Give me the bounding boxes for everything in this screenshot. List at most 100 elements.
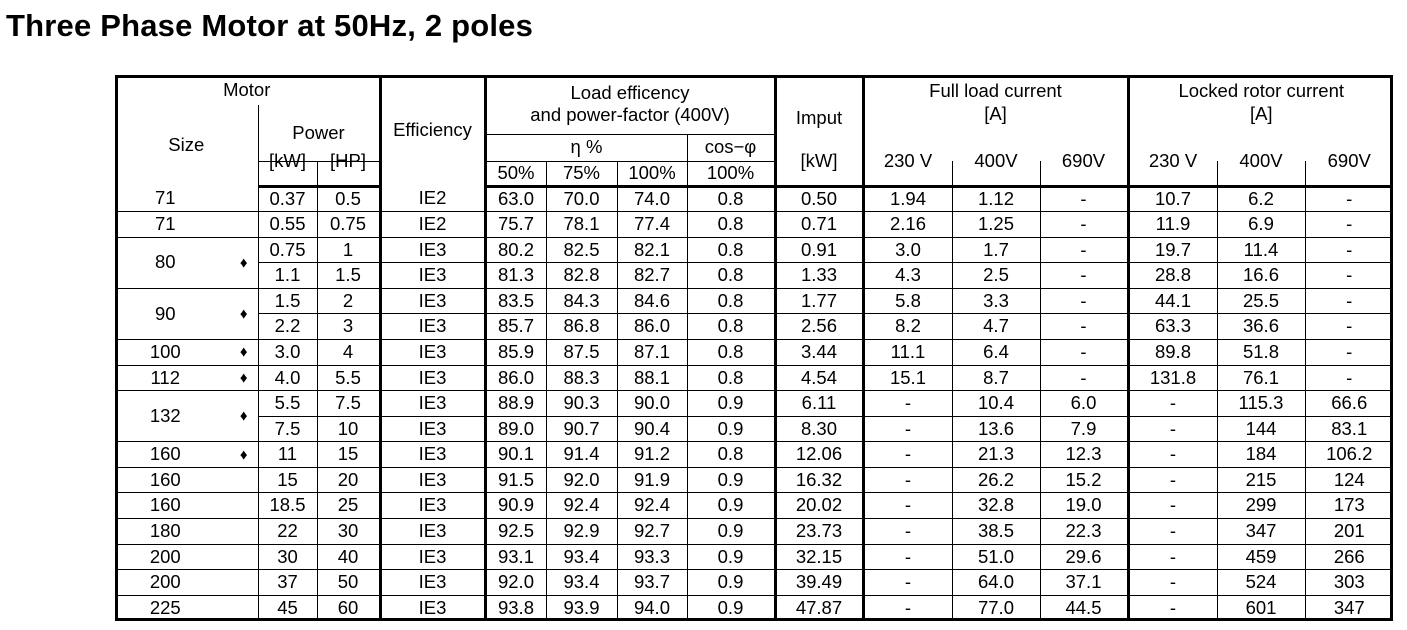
cos-phi-100-cell: 0.8	[687, 186, 777, 213]
diamond-marker-icon: ♦	[239, 446, 248, 464]
lrc-400-cell: 524	[1217, 569, 1306, 596]
locked-rotor-current-header: Locked rotor current [A]	[1128, 75, 1393, 161]
eta-75-cell: 82.8	[546, 262, 618, 289]
lrc-400-cell: 459	[1217, 544, 1306, 571]
efficiency-class-cell: IE3	[380, 544, 487, 571]
cos-phi-100-cell: 0.8	[687, 339, 777, 366]
lrc-400-cell: 76.1	[1217, 365, 1306, 392]
diamond-marker-icon: ♦	[239, 369, 248, 387]
eta-75-cell: 78.1	[546, 211, 618, 238]
lrc-230-cell: -	[1128, 518, 1218, 545]
table-row: 1.1 1.5 IE3 81.3 82.8 82.7 0.8 1.33 4.3 2.5-28.8 1…	[115, 262, 1393, 289]
flc-230-header: 230 V	[863, 149, 953, 176]
cos-phi-100-cell: 0.9	[687, 492, 777, 520]
efficiency-class-cell: IE3	[380, 492, 487, 520]
eta-50-cell: 63.0	[485, 186, 547, 213]
size-cell: 80 ♦	[115, 237, 259, 289]
cos-100-header: 100%	[687, 160, 777, 188]
efficiency-class-cell: IE3	[380, 467, 487, 494]
lrc-400-cell: 51.8	[1217, 339, 1306, 366]
flc-400-cell: 1.12	[952, 186, 1041, 213]
efficiency-class-cell: IE3	[380, 441, 487, 468]
power-kw-cell: 1.5	[258, 288, 318, 315]
lrc-690-cell: -	[1305, 262, 1393, 289]
eta-50-cell: 81.3	[485, 262, 547, 289]
lrc-690-cell: 303	[1305, 569, 1393, 596]
lrc-690-cell: -	[1305, 186, 1393, 213]
eta-75-cell: 93.9	[546, 595, 618, 621]
power-hp-cell: 50	[317, 569, 382, 596]
flc-230-cell: 11.1	[863, 339, 953, 366]
flc-690-cell: -	[1040, 262, 1130, 289]
flc-230-cell: 4.3	[863, 262, 953, 289]
power-hp-cell: 25	[317, 492, 382, 520]
lrc-230-header: 230 V	[1128, 149, 1218, 176]
flc-230-cell: -	[863, 416, 953, 443]
lrc-230-cell: 44.1	[1128, 288, 1218, 315]
eta-50-cell: 86.0	[485, 365, 547, 392]
imput-kw-cell: 12.06	[775, 441, 865, 468]
cos-phi-100-cell: 0.8	[687, 288, 777, 315]
flc-230-cell: -	[863, 441, 953, 468]
flc-690-cell: 29.6	[1040, 544, 1130, 571]
lrc-400-cell: 36.6	[1217, 313, 1306, 340]
power-kw-cell: 0.55	[258, 211, 318, 238]
flc-690-cell: 37.1	[1040, 569, 1130, 596]
power-hp-cell: 4	[317, 339, 382, 366]
eta-50-cell: 92.5	[485, 518, 547, 545]
eta-100-cell: 77.4	[617, 211, 688, 238]
diamond-marker-icon: ♦	[239, 407, 248, 425]
flc-400-cell: 64.0	[952, 569, 1041, 596]
flc-400-cell: 2.5	[952, 262, 1041, 289]
table-row: 132 ♦ 5.5 7.5 IE3 88.9 90.3 90.0 0.9 6.11-10.4 6.0…	[115, 390, 1393, 443]
lrc-690-header: 690V	[1305, 149, 1393, 176]
lrc-690-cell: 124	[1305, 467, 1393, 494]
lrc-400-cell: 347	[1217, 518, 1306, 545]
flc-690-cell: 7.9	[1040, 416, 1130, 443]
imput-kw-cell: 8.30	[775, 416, 865, 443]
eta-100-cell: 82.1	[617, 237, 688, 264]
power-kw-cell: 1.1	[258, 262, 318, 289]
flc-400-cell: 21.3	[952, 441, 1041, 468]
flc-690-header: 690V	[1040, 149, 1130, 176]
lrc-690-cell: -	[1305, 237, 1393, 264]
lrc-400-cell: 6.9	[1217, 211, 1306, 238]
efficiency-class-cell: IE3	[380, 288, 487, 315]
power-hp-cell: 3	[317, 313, 382, 340]
power-hp-cell: 5.5	[317, 365, 382, 392]
power-hp-cell: 7.5	[317, 390, 382, 417]
size-cell: 225	[115, 595, 259, 621]
motor-header: Motor	[115, 75, 382, 105]
size-cell: 132 ♦	[115, 390, 259, 443]
motor-size: 90	[154, 302, 176, 324]
full-load-current-unit: [A]	[984, 102, 1007, 124]
motor-size: 225	[149, 597, 181, 619]
imput-kw-cell: 0.50	[775, 186, 865, 213]
power-kw-cell: 45	[258, 595, 318, 621]
flc-690-cell: -	[1040, 237, 1130, 264]
flc-690-cell: -	[1040, 288, 1130, 315]
flc-690-cell: 44.5	[1040, 595, 1130, 621]
power-kw-cell: 0.37	[258, 186, 318, 213]
table-row: 100 ♦ 3.0 4 IE3 85.9 87.5 87.1 0.8 3.44 11.1 6.4-89…	[115, 339, 1393, 366]
power-hp-cell: 10	[317, 416, 382, 443]
eta-100-cell: 87.1	[617, 339, 688, 366]
efficiency-class-cell: IE3	[380, 518, 487, 545]
eta-100-cell: 94.0	[617, 595, 688, 621]
motor-data-table: Motor Efficiency Load efficency and powe…	[115, 75, 1393, 621]
eta-50-cell: 88.9	[485, 390, 547, 417]
page-title: Three Phase Motor at 50Hz, 2 poles	[6, 8, 534, 43]
imput-kw-cell: 23.73	[775, 518, 865, 545]
cos-phi-100-cell: 0.9	[687, 595, 777, 621]
eta-100-cell: 88.1	[617, 365, 688, 392]
flc-230-cell: -	[863, 390, 953, 417]
imput-kw-cell: 32.15	[775, 544, 865, 571]
efficiency-class-cell: IE2	[380, 211, 487, 238]
efficiency-class-cell: IE2	[380, 186, 487, 213]
flc-690-cell: -	[1040, 211, 1130, 238]
size-cell: 112 ♦	[115, 365, 259, 392]
imput-kw-cell: 4.54	[775, 365, 865, 392]
imput-kw-cell: 6.11	[775, 390, 865, 417]
size-cell: 180	[115, 518, 259, 545]
imput-kw-cell: 39.49	[775, 569, 865, 596]
